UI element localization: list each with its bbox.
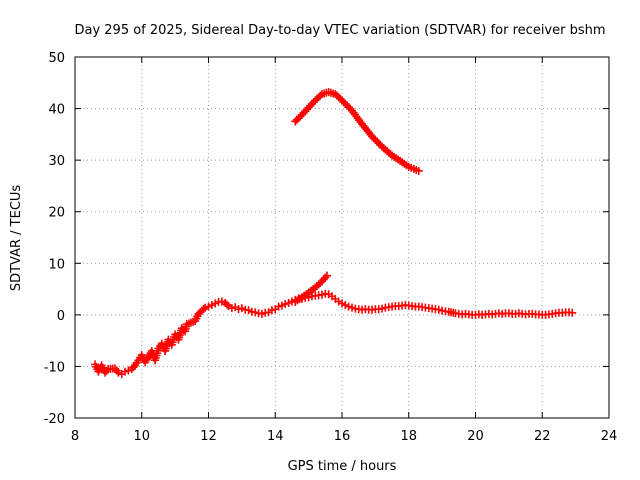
data-points	[91, 88, 577, 379]
y-tick-label: 30	[48, 154, 65, 169]
grid-lines	[75, 57, 609, 418]
x-tick-label: 16	[334, 429, 351, 444]
y-axis-label: SDTVAR / TECUs	[9, 185, 24, 292]
x-tick-label: 10	[133, 429, 150, 444]
chart-title: Day 295 of 2025, Sidereal Day-to-day VTE…	[74, 23, 605, 38]
x-tick-label: 12	[200, 429, 217, 444]
y-tick-label: 20	[48, 206, 65, 221]
data-point-main-trace	[568, 308, 577, 317]
y-tick-label: 0	[57, 309, 65, 324]
data-point-rising-branch	[322, 271, 331, 280]
x-axis-label: GPS time / hours	[288, 459, 397, 474]
y-tick-label: 50	[48, 51, 65, 66]
y-tick-labels: -20 -10 0 10 20 30 40 50	[44, 51, 65, 427]
data-point-main-trace	[199, 305, 208, 314]
y-tick-label: -20	[44, 412, 65, 427]
y-tick-label: 40	[48, 103, 65, 118]
data-point-high-arc	[414, 166, 423, 175]
x-tick-label: 24	[601, 429, 618, 444]
x-tick-label: 14	[267, 429, 284, 444]
x-tick-label: 18	[400, 429, 417, 444]
x-tick-label: 22	[534, 429, 551, 444]
x-tick-label: 20	[467, 429, 484, 444]
x-tick-label: 8	[71, 429, 79, 444]
data-point-main-trace	[129, 363, 138, 372]
axis-ticks	[74, 56, 610, 419]
y-tick-label: 10	[48, 257, 65, 272]
x-tick-labels: 8 10 12 14 16 18 20 22 24	[71, 429, 617, 444]
data-point-main-trace	[222, 300, 231, 309]
y-tick-label: -10	[44, 360, 65, 375]
